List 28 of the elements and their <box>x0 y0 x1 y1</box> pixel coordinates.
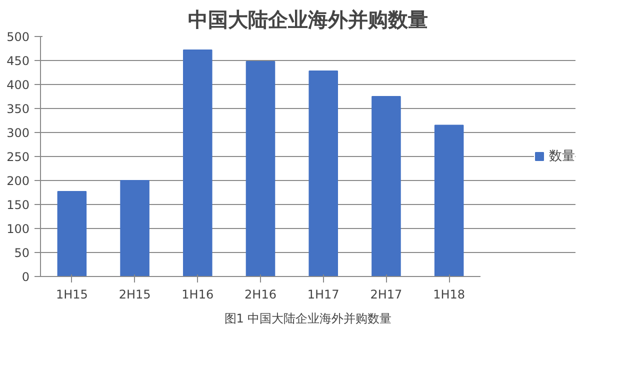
x-tick-label: 2H17 <box>370 288 402 302</box>
y-tick-label: 50 <box>14 246 30 260</box>
bar <box>246 60 276 276</box>
y-tick-label: 400 <box>6 78 30 92</box>
bar <box>308 70 338 276</box>
bar <box>57 191 87 276</box>
y-tick-label: 200 <box>6 174 30 188</box>
x-tick-label: 2H15 <box>118 288 151 302</box>
bar <box>183 49 212 276</box>
x-tick-label: 1H15 <box>56 288 88 302</box>
y-tick-label: 100 <box>6 222 30 236</box>
bar <box>372 96 401 276</box>
y-tick-label: 150 <box>6 198 30 212</box>
y-tick-label: 350 <box>6 102 30 116</box>
y-tick-label: 0 <box>22 270 30 284</box>
y-tick-label: 250 <box>6 150 30 164</box>
bar <box>434 124 464 276</box>
x-tick-label: 2H16 <box>244 288 276 302</box>
y-tick-label: 300 <box>6 126 30 140</box>
legend-label: 数量 <box>549 148 575 165</box>
y-tick-label: 500 <box>6 30 30 44</box>
x-tick-label: 1H17 <box>307 288 340 302</box>
chart-title: 中国大陆企业海外并购数量 <box>188 8 428 32</box>
y-tick-label: 450 <box>6 54 30 68</box>
caption: 图1 中国大陆企业海外并购数量 <box>224 312 392 326</box>
x-tick-label: 1H16 <box>182 288 214 302</box>
x-tick-label: 1H18 <box>433 288 466 302</box>
bar <box>120 180 150 276</box>
